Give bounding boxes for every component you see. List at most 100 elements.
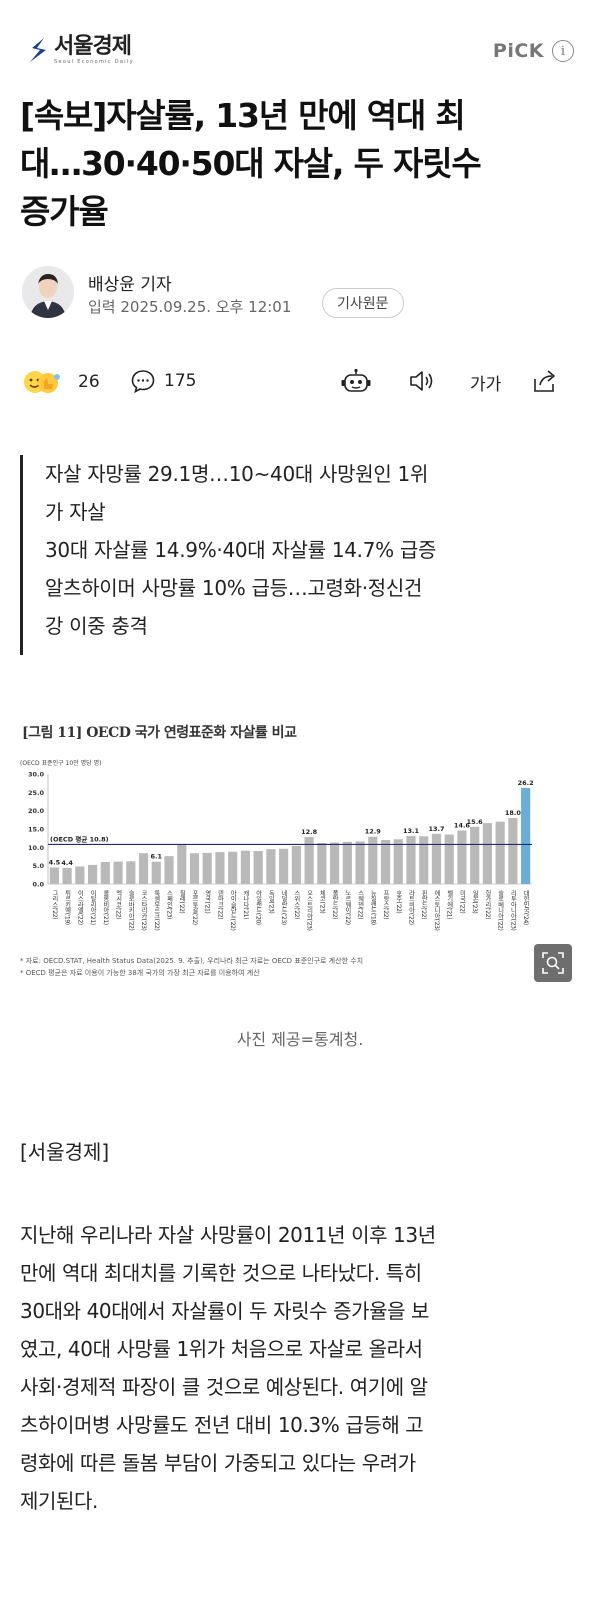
body-line: 령화에 따른 돌봄 부담이 가중되고 있다는 우려가 xyxy=(20,1451,416,1475)
chart-bar xyxy=(87,864,98,884)
y-tick-label: 25.0 xyxy=(28,789,45,797)
oecd-average-label: (OECD 평균 10.8) xyxy=(50,834,109,843)
x-tick-label: 스웨덴('22) xyxy=(357,890,364,919)
x-tick-label: 아이슬란드('22) xyxy=(229,889,236,930)
chart-bar xyxy=(189,853,200,884)
article-body: 지난해 우리나라 자살 사망률이 2011년 이후 13년 만에 역대 최대치를… xyxy=(20,1216,580,1520)
figure-note: * OECD 평균은 자료 이용이 가능한 38개 국가의 가장 최근 자료를 … xyxy=(20,969,260,977)
x-tick-label: 아일랜드('20) xyxy=(255,889,262,924)
x-tick-label: 포르투갈('22) xyxy=(191,890,198,925)
body-line: 사회·경제적 파장이 클 것으로 예상된다. 여기에 알 xyxy=(20,1375,428,1399)
x-tick-label: 헝가리('22) xyxy=(484,889,491,919)
headline-line: [속보]자살률, 13년 만에 역대 최 xyxy=(20,96,466,135)
body-line: 였고, 40대 사망률 1위가 처음으로 자살로 올라서 xyxy=(20,1337,423,1361)
x-tick-label: 미국('22) xyxy=(458,889,465,913)
chart-bar xyxy=(62,867,72,884)
x-tick-label: 대한민국('24) xyxy=(522,889,529,924)
font-size-icon: 가가 xyxy=(470,375,502,395)
chart-bar xyxy=(291,845,301,884)
summary-line: 강 이중 충격 xyxy=(45,614,148,638)
x-tick-label: 멕시코('22) xyxy=(115,889,122,919)
chart-bar xyxy=(317,842,327,884)
chart-bar xyxy=(304,837,314,884)
chart-bar xyxy=(151,861,161,884)
headline-line: 대…30·40·50대 자살, 두 자릿수 xyxy=(20,144,482,183)
chart-bar xyxy=(266,849,276,884)
x-tick-label: 폴란드('22) xyxy=(331,890,338,919)
comment-button[interactable]: 175 xyxy=(130,368,196,394)
logo-s-mark-icon xyxy=(30,38,46,62)
chart-bar xyxy=(342,841,352,884)
comment-icon xyxy=(130,368,156,394)
speaker-icon[interactable] xyxy=(408,368,436,394)
info-icon[interactable]: i xyxy=(552,40,574,62)
newspaper-logo[interactable]: 서울경제 Seoul Economic Daily xyxy=(26,34,134,66)
chart-bar xyxy=(368,836,378,884)
chart-bar xyxy=(228,851,238,884)
x-tick-label: 핀란드('22) xyxy=(420,889,427,919)
reaction-count: 26 xyxy=(78,372,100,392)
x-tick-label: 에스토니아('23) xyxy=(433,889,440,930)
suicide-rate-chart: 0.0 5.0 10.0 15.0 20.0 25.0 30.0 그리스('22) 튀르키예('… xyxy=(28,771,534,931)
figure-unit: (OECD 표준인구 10만 명당 명) xyxy=(20,760,102,767)
y-tick-label: 30.0 xyxy=(28,771,45,779)
share-icon[interactable] xyxy=(530,368,558,394)
pick-label: PiCK xyxy=(492,40,544,62)
byline: 배상윤 기자 입력 2025.09.25. 오후 12:01 기사원문 xyxy=(22,266,582,324)
article-summary: 자살 자망률 29.1명…10~40대 사망원인 1위 가 자살 30대 자살률… xyxy=(20,455,560,655)
pick-badge[interactable]: PiCK i xyxy=(493,40,574,62)
chart-bar xyxy=(279,848,289,884)
headline-line: 증가율 xyxy=(20,192,109,231)
chart-bar xyxy=(164,856,174,884)
x-tick-label: 리투아니아('23) xyxy=(509,889,516,930)
data-label: 4.4 xyxy=(61,859,73,867)
chart-bar xyxy=(202,852,212,884)
zoom-button[interactable] xyxy=(534,944,572,982)
original-article-button[interactable]: 기사원문 xyxy=(322,288,404,318)
chart-bar xyxy=(470,826,480,884)
reaction-button[interactable]: 26 xyxy=(22,368,100,396)
chart-bar xyxy=(521,787,531,884)
chart-bar xyxy=(444,834,454,884)
chart-bar xyxy=(329,842,340,884)
summary-line: 30대 자살률 14.9%·40대 자살률 14.7% 급증 xyxy=(45,538,437,562)
person-icon xyxy=(22,266,74,318)
reporter-avatar[interactable] xyxy=(22,266,74,318)
x-tick-label: 칠레('22) xyxy=(178,889,185,913)
summary-line: 자살 자망률 29.1명…10~40대 사망원인 1위 xyxy=(45,462,429,486)
chart-bar xyxy=(380,840,391,884)
x-tick-label: 코스타리카('23) xyxy=(140,890,147,930)
chart-bar xyxy=(49,867,59,884)
data-label: 4.5 xyxy=(49,859,61,867)
y-tick-label: 5.0 xyxy=(32,862,44,870)
x-tick-label: 슬로베니아('22) xyxy=(497,889,504,930)
data-label: 13.7 xyxy=(428,825,444,833)
robot-summary-icon[interactable] xyxy=(340,368,372,396)
x-tick-label: 스위스('22) xyxy=(293,890,300,919)
logo-text: 서울경제 xyxy=(54,33,132,59)
font-size-button[interactable]: 가가 xyxy=(470,370,501,395)
chart-bar xyxy=(215,852,225,884)
chart-bar xyxy=(75,866,85,884)
data-label: 12.8 xyxy=(301,828,318,836)
y-tick-label: 15.0 xyxy=(28,826,45,834)
reaction-icon xyxy=(22,368,70,396)
x-tick-label: 벨기에('21) xyxy=(446,889,453,919)
x-tick-label: 스페인('23) xyxy=(166,890,173,919)
y-tick-label: 20.0 xyxy=(28,807,45,815)
x-tick-label: 이탈리아('21) xyxy=(89,889,96,924)
x-tick-label: 일본('23) xyxy=(471,889,478,913)
article-headline: [속보]자살률, 13년 만에 역대 최 대…30·40·50대 자살, 두 자… xyxy=(20,92,580,236)
article-figure[interactable]: [그림 11] OECD 국가 연령표준화 자살률 비교 (OECD 표준인구 … xyxy=(20,720,572,990)
x-tick-label: 호주('22) xyxy=(395,890,402,913)
chart-bar xyxy=(138,853,149,884)
figure-note: * 자료: OECD.STAT, Health Status Data(2025… xyxy=(20,957,364,965)
reporter-name[interactable]: 배상윤 기자 xyxy=(88,275,172,295)
comment-count: 175 xyxy=(164,371,197,391)
figure-caption: 사진 제공=통계청. xyxy=(236,1030,364,1049)
zoom-icon xyxy=(542,952,564,974)
chart-bar xyxy=(253,851,263,884)
x-tick-label: 튀르키예('19) xyxy=(64,889,71,924)
chart-bar xyxy=(355,841,365,884)
chart-bar xyxy=(393,839,403,884)
